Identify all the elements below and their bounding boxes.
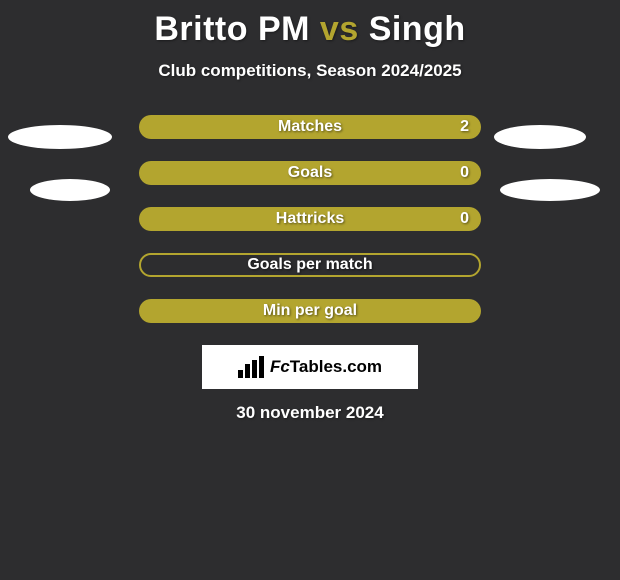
stat-row: Min per goal: [0, 299, 620, 323]
logo-text: FcTables.com: [270, 357, 382, 377]
stat-value: 0: [460, 164, 469, 182]
stat-row: Hattricks 0: [0, 207, 620, 231]
stat-row: Goals 0: [0, 161, 620, 185]
stat-row: Goals per match: [0, 253, 620, 277]
bar-chart-icon: [238, 356, 264, 378]
vs-label: vs: [320, 10, 359, 48]
stat-bar: Goals 0: [139, 161, 481, 185]
stat-label: Goals per match: [247, 256, 372, 274]
stat-value: 0: [460, 210, 469, 228]
stat-row: Matches 2: [0, 115, 620, 139]
stat-bar: Matches 2: [139, 115, 481, 139]
comparison-infographic: Britto PM vs Singh Club competitions, Se…: [0, 0, 620, 580]
player1-name: Britto PM: [154, 10, 310, 48]
date-label: 30 november 2024: [0, 403, 620, 423]
subtitle: Club competitions, Season 2024/2025: [0, 61, 620, 81]
stat-value: 2: [460, 118, 469, 136]
stat-label: Min per goal: [263, 302, 357, 320]
logo-suffix: Tables.com: [290, 357, 382, 376]
stat-label: Hattricks: [276, 210, 344, 228]
stat-bar: Goals per match: [139, 253, 481, 277]
logo-prefix: Fc: [270, 357, 290, 376]
stat-bar: Hattricks 0: [139, 207, 481, 231]
stat-label: Matches: [278, 118, 342, 136]
page-title: Britto PM vs Singh: [0, 0, 620, 49]
player2-name: Singh: [369, 10, 466, 48]
logo-box: FcTables.com: [202, 345, 418, 389]
stat-bar: Min per goal: [139, 299, 481, 323]
stat-label: Goals: [288, 164, 332, 182]
